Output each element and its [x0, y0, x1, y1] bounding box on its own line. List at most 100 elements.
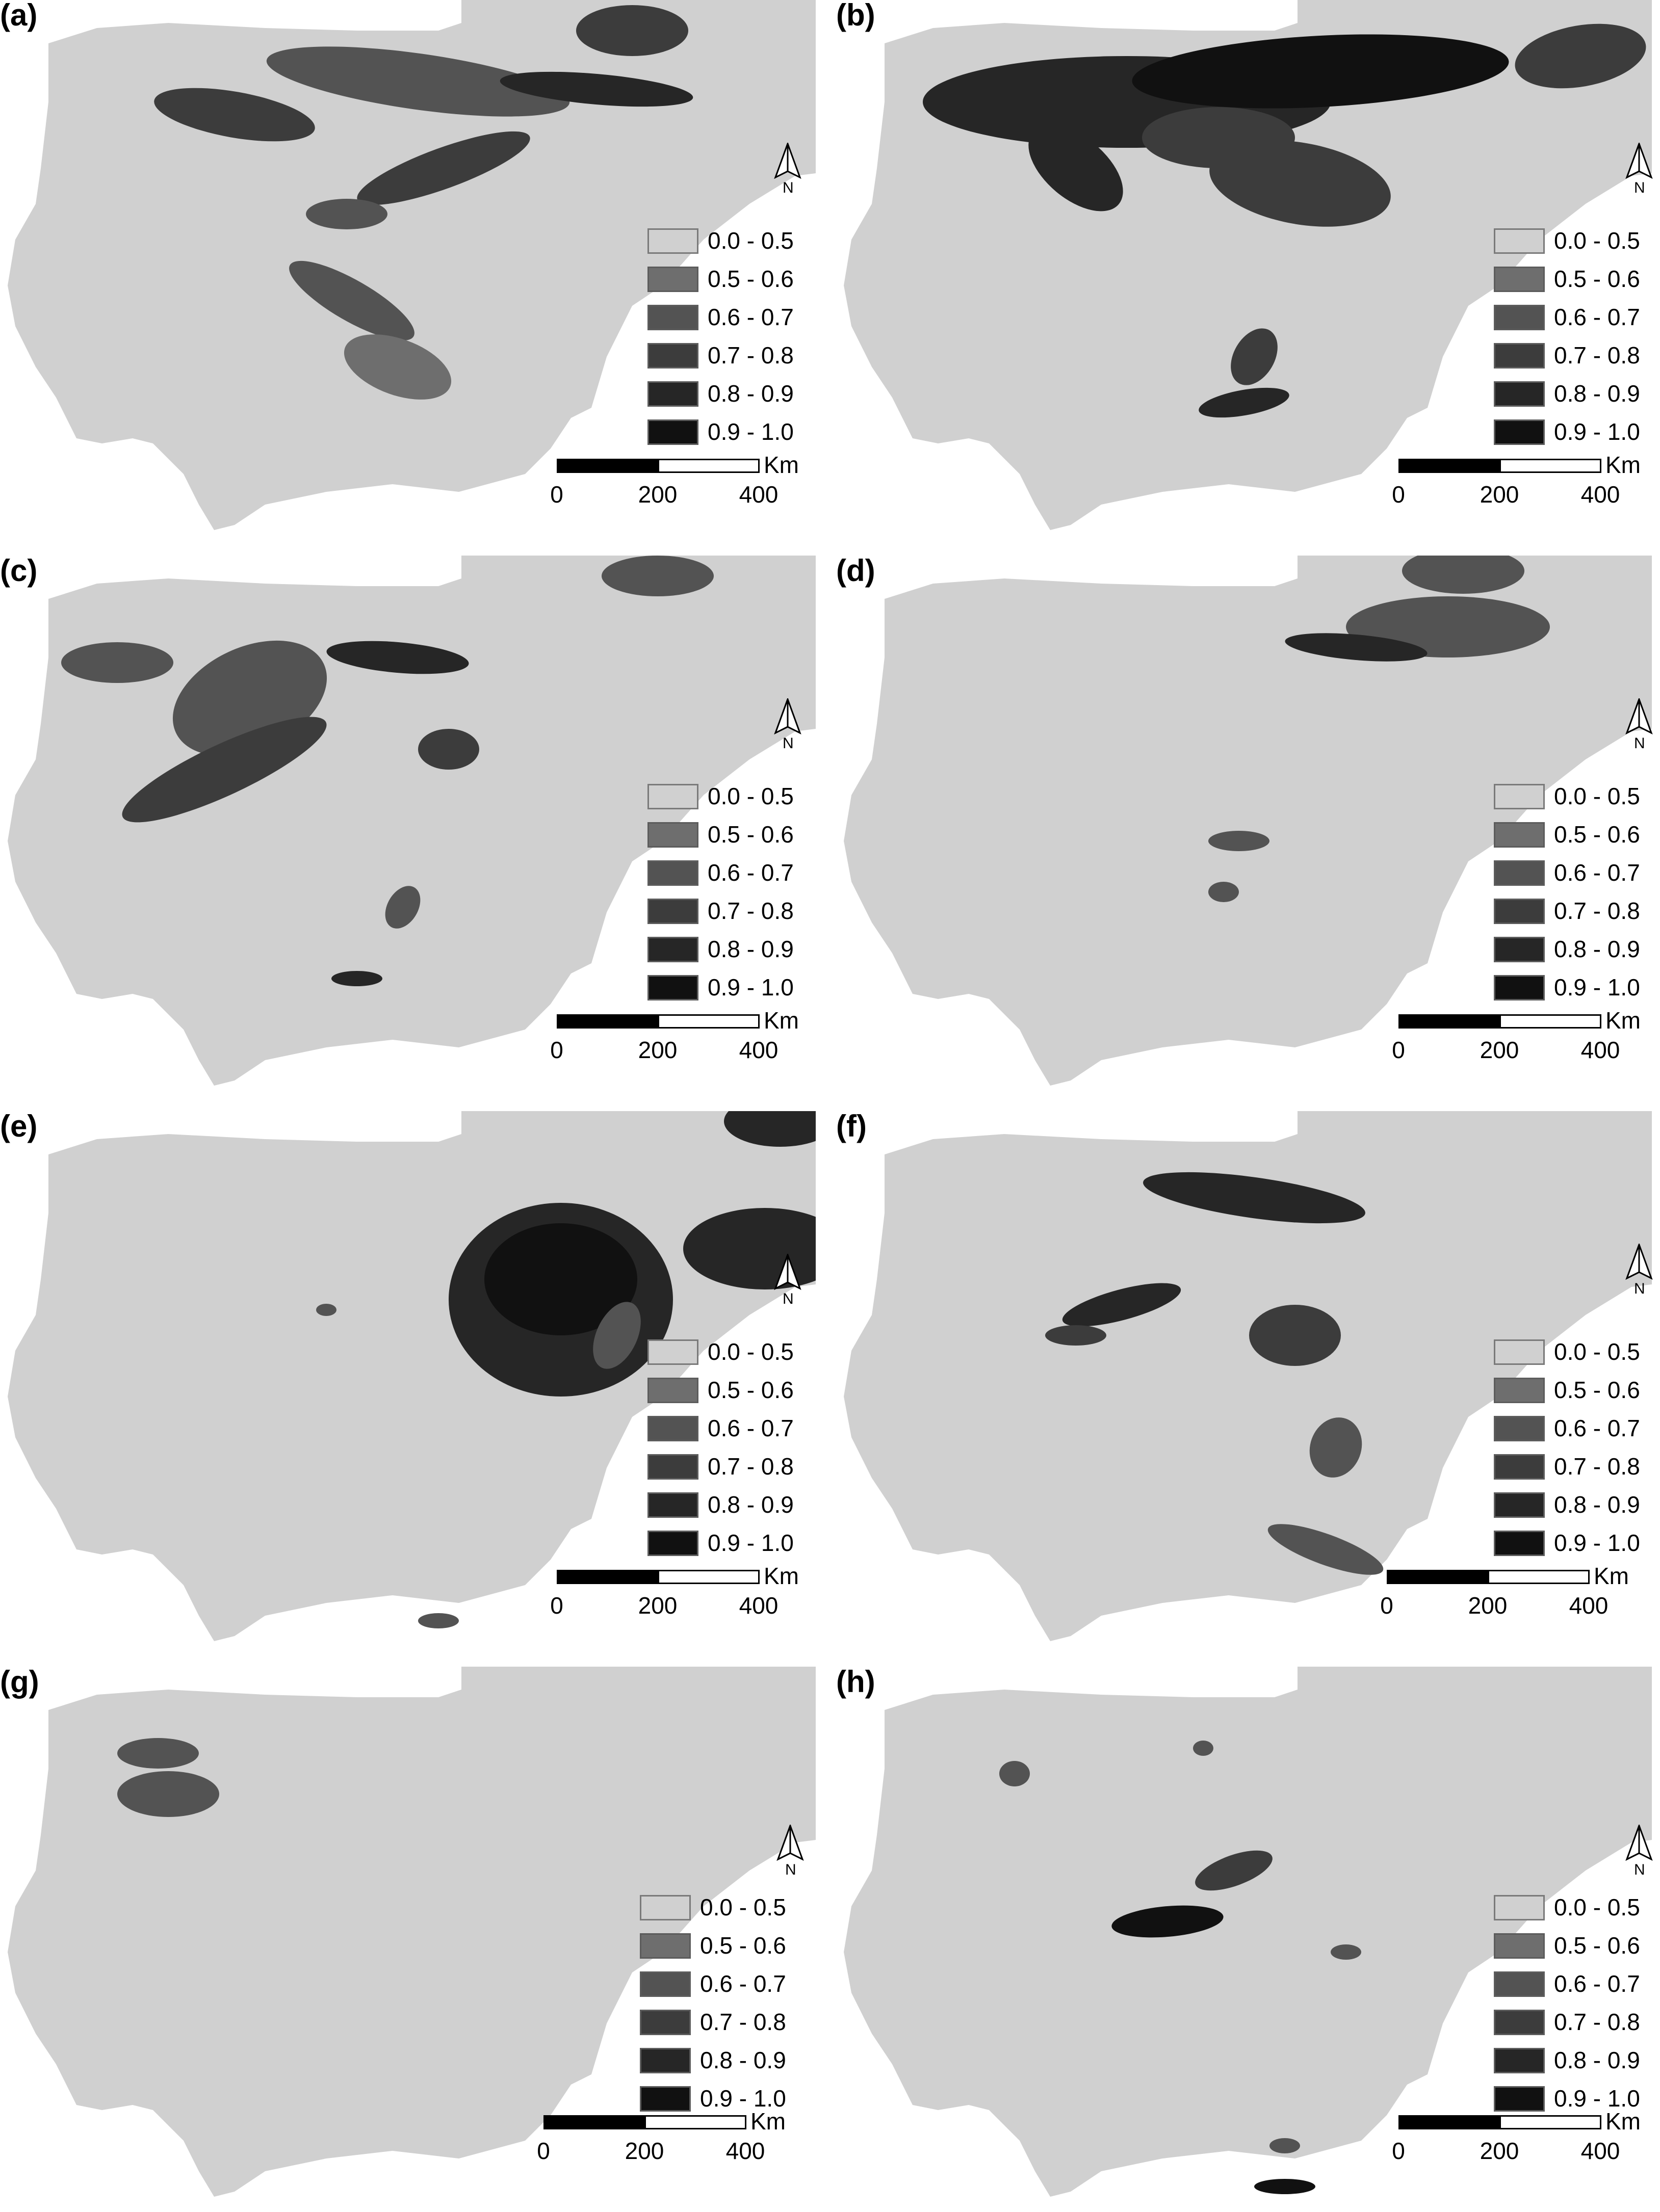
- legend-item: 0.5 - 0.6: [1494, 1929, 1657, 1959]
- suitability-patch: [1402, 556, 1524, 594]
- legend-swatch: [1494, 1933, 1545, 1959]
- legend-item: 0.6 - 0.7: [1494, 1967, 1657, 1997]
- legend-swatch: [640, 2010, 691, 2035]
- scale-segment-black: [1398, 1014, 1499, 1029]
- suitability-patch: [357, 131, 530, 205]
- north-arrow-icon: N: [1619, 141, 1659, 199]
- legend-label: 0.5 - 0.6: [700, 1932, 786, 1959]
- suitability-patch: [306, 199, 387, 229]
- suitability-map: [844, 556, 1652, 1086]
- legend-item: 0.9 - 1.0: [1494, 971, 1657, 1000]
- scale-segment-black: [1398, 459, 1499, 473]
- legend-swatch: [1494, 1378, 1545, 1403]
- north-label: N: [783, 179, 794, 196]
- legend-item: 0.8 - 0.9: [647, 933, 811, 962]
- scale-segment-black: [557, 459, 658, 473]
- suitability-patch: [117, 1738, 199, 1769]
- scale-tick-label: 400: [1580, 481, 1620, 508]
- legend-label: 0.5 - 0.6: [1554, 1932, 1640, 1959]
- legend-item: 0.7 - 0.8: [647, 894, 811, 924]
- legend-swatch: [647, 975, 698, 1000]
- suitability-patch: [999, 1761, 1030, 1786]
- legend-swatch: [647, 228, 698, 254]
- legend-label: 0.9 - 1.0: [1554, 2085, 1640, 2112]
- legend-swatch: [1494, 1895, 1545, 1920]
- suitability-map: [844, 0, 1652, 530]
- suitability-patch: [1249, 1305, 1341, 1366]
- map-panel: (h) N 0.0 - 0.5 0.5 - 0.6 0.6 - 0.7 0.7 - 0.8…: [836, 1665, 1653, 2212]
- legend-label: 0.5 - 0.6: [708, 266, 794, 292]
- scale-unit: Km: [1605, 2108, 1641, 2135]
- suitability-patch: [1193, 1741, 1213, 1756]
- legend-label: 0.7 - 0.8: [1554, 2009, 1640, 2035]
- legend-label: 0.7 - 0.8: [1554, 898, 1640, 924]
- scale-bar: Km 0 200 400: [537, 2108, 788, 2176]
- north-arrow-icon: N: [770, 1823, 811, 1881]
- legend-label: 0.7 - 0.8: [1554, 342, 1640, 368]
- legend-swatch: [1494, 1531, 1545, 1556]
- legend-label: 0.0 - 0.5: [1554, 1338, 1640, 1365]
- suitability-patch: [331, 971, 382, 986]
- scale-tick-label: 0: [1392, 1037, 1405, 1063]
- legend-swatch: [647, 305, 698, 330]
- north-label: N: [1634, 1861, 1645, 1878]
- scale-bar: Km 0 200 400: [550, 452, 801, 520]
- scale-segment-white: [644, 2115, 746, 2129]
- legend-item: 0.7 - 0.8: [640, 2006, 803, 2035]
- legend-label: 0.6 - 0.7: [708, 304, 794, 330]
- legend-item: 0.6 - 0.7: [647, 1412, 811, 1441]
- scale-bar: Km 0 200 400: [550, 1007, 801, 1075]
- suitability-patch: [500, 71, 693, 107]
- legend-swatch: [1494, 305, 1545, 330]
- suitability-patch: [484, 1223, 637, 1335]
- suitability-patch: [1132, 34, 1509, 109]
- legend-item: 0.6 - 0.7: [1494, 301, 1657, 330]
- scale-tick-label: 200: [1468, 1592, 1508, 1619]
- suitability-patch: [1208, 831, 1269, 851]
- scale-bar: Km 0 200 400: [1392, 1007, 1643, 1075]
- scale-tick-label: 400: [725, 2138, 765, 2164]
- scale-tick-label: 200: [638, 1037, 678, 1063]
- panel-label: (h): [836, 1665, 875, 1699]
- legend-item: 0.9 - 1.0: [1494, 1526, 1657, 1556]
- suitability-patch: [326, 641, 469, 674]
- suitability-patch: [1515, 23, 1646, 89]
- legend-item: 0.6 - 0.7: [1494, 856, 1657, 886]
- suitability-patch: [1285, 633, 1428, 662]
- suitability-patch: [1028, 125, 1123, 212]
- scale-tick-label: 200: [638, 481, 678, 508]
- suitability-patch: [418, 1613, 459, 1628]
- panel-label: (g): [0, 1665, 39, 1699]
- scale-unit: Km: [764, 1007, 799, 1034]
- north-arrow-icon: N: [767, 697, 808, 754]
- suitability-patch: [602, 556, 714, 596]
- suitability-patch: [1269, 2138, 1300, 2153]
- legend-label: 0.0 - 0.5: [708, 227, 794, 254]
- suitability-patch: [1309, 1417, 1362, 1478]
- legend-swatch: [647, 1416, 698, 1441]
- legend-swatch: [647, 419, 698, 445]
- legend-item: 0.8 - 0.9: [1494, 377, 1657, 407]
- legend-label: 0.9 - 1.0: [708, 974, 794, 1000]
- map-panel: (f) N 0.0 - 0.5 0.5 - 0.6 0.6 - 0.7 0.7 - 0.8…: [836, 1109, 1653, 1656]
- scale-tick-label: 400: [1580, 1037, 1620, 1063]
- legend-label: 0.9 - 1.0: [700, 2085, 786, 2112]
- scale-tick-label: 400: [1580, 2138, 1620, 2164]
- legend-label: 0.0 - 0.5: [1554, 783, 1640, 809]
- legend-label: 0.9 - 1.0: [708, 1530, 794, 1556]
- scale-unit: Km: [1605, 1007, 1641, 1034]
- north-label: N: [1634, 735, 1645, 752]
- scale-unit: Km: [750, 2108, 786, 2135]
- map-panel: (a) N 0.0 - 0.5 0.5 - 0.6 0.6 - 0.7 0.7 - 0.8…: [0, 0, 816, 545]
- north-arrow-icon: N: [767, 141, 808, 199]
- legend-swatch: [1494, 784, 1545, 809]
- panel-label: (f): [836, 1109, 867, 1143]
- scale-bar: Km 0 200 400: [1392, 452, 1643, 520]
- legend-item: 0.5 - 0.6: [640, 1929, 803, 1959]
- scale-unit: Km: [1594, 1563, 1629, 1589]
- legend-swatch: [640, 2086, 691, 2112]
- scale-segment-black: [1398, 2115, 1499, 2129]
- north-label: N: [785, 1861, 796, 1878]
- suitability-patch: [1208, 882, 1239, 902]
- legend-swatch: [647, 1378, 698, 1403]
